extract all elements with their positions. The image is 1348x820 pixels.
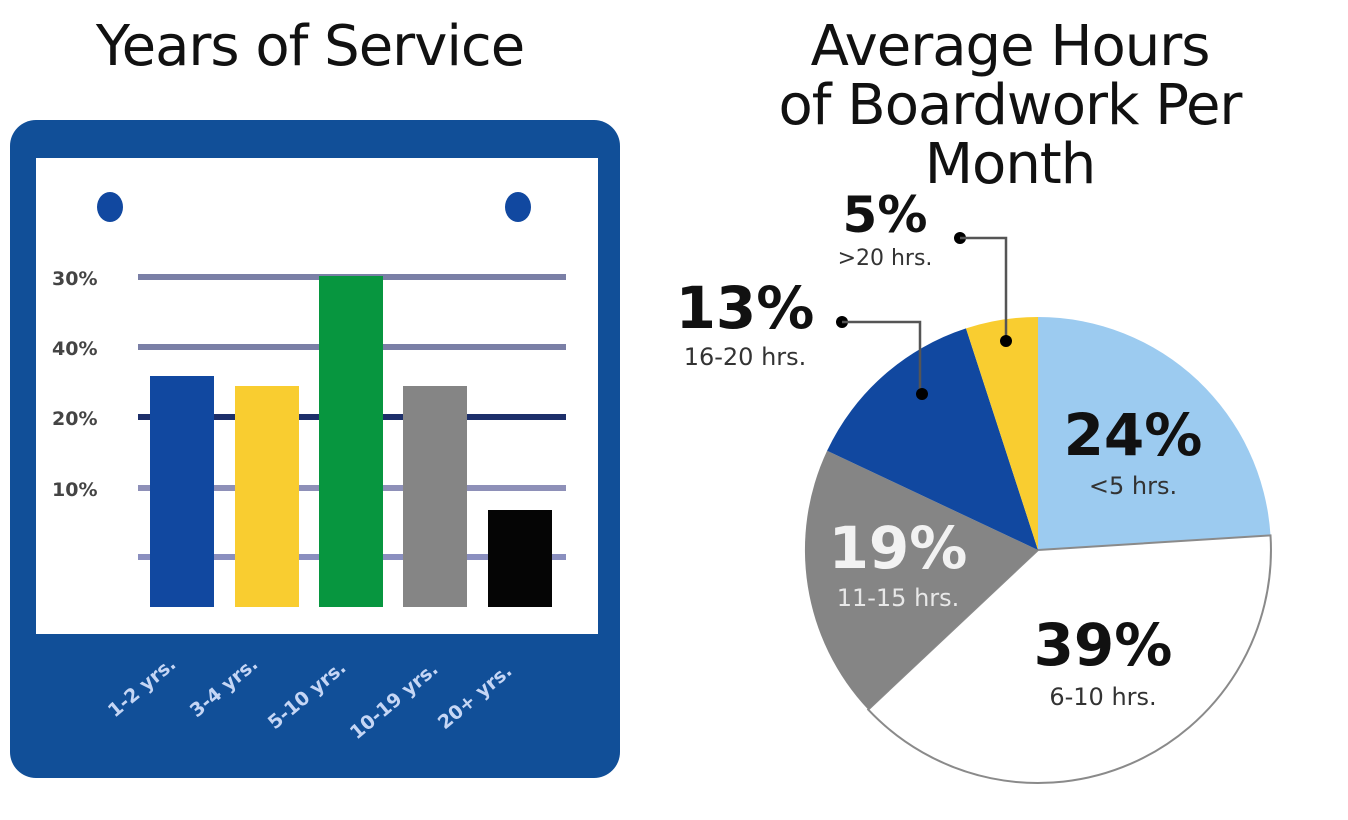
- pie-label-range-under-5: <5 hrs.: [1089, 472, 1177, 500]
- pie-title-line-2: of Boardwork Per Month: [778, 72, 1243, 197]
- bar-1-2-yrs: [150, 376, 214, 607]
- pie-label-range-over-20: >20 hrs.: [838, 246, 933, 271]
- pie-label-pct-over-20: 5%: [843, 186, 928, 244]
- pie-label-range-11-15: 11-15 hrs.: [837, 584, 960, 612]
- pie-label-pct-11-15: 19%: [829, 514, 968, 582]
- pie-slice-16-20-hrs: [827, 328, 1038, 550]
- pie-slice-over-20-hrs: [966, 317, 1038, 550]
- leader-line-over-20: [954, 232, 1012, 347]
- bar-10-19-yrs: [403, 386, 467, 607]
- pie-label-range-16-20: 16-20 hrs.: [684, 343, 807, 371]
- leader-line-16-20: [836, 316, 928, 400]
- bar-3-4-yrs: [235, 386, 299, 607]
- pie-slice-11-15-hrs: [804, 450, 1038, 710]
- pie-label-range-6-10: 6-10 hrs.: [1049, 683, 1156, 711]
- bar-20-plus-yrs: [488, 510, 552, 607]
- calendar-ring-hole-right-icon: [505, 192, 531, 222]
- pie-label-pct-under-5: 24%: [1064, 401, 1203, 469]
- calendar-ring-hole-left-icon: [97, 192, 123, 222]
- pie-slice-6-10-hrs: [866, 534, 1272, 785]
- pie-chart-title: Average Hours of Boardwork Per Month: [690, 14, 1330, 197]
- pie-label-pct-16-20: 13%: [676, 274, 815, 342]
- y-tick-label: 10%: [52, 479, 98, 501]
- y-tick-label: 30%: [52, 268, 98, 290]
- bar-chart-title: Years of Service: [95, 14, 525, 79]
- y-tick-label: 20%: [52, 408, 98, 430]
- y-tick-label: 40%: [52, 338, 98, 360]
- pie-label-pct-6-10: 39%: [1034, 611, 1173, 679]
- bar-5-10-yrs: [319, 276, 383, 607]
- pie-title-line-1: Average Hours: [810, 14, 1211, 79]
- pie-slice-under-5-hrs: [1038, 317, 1271, 550]
